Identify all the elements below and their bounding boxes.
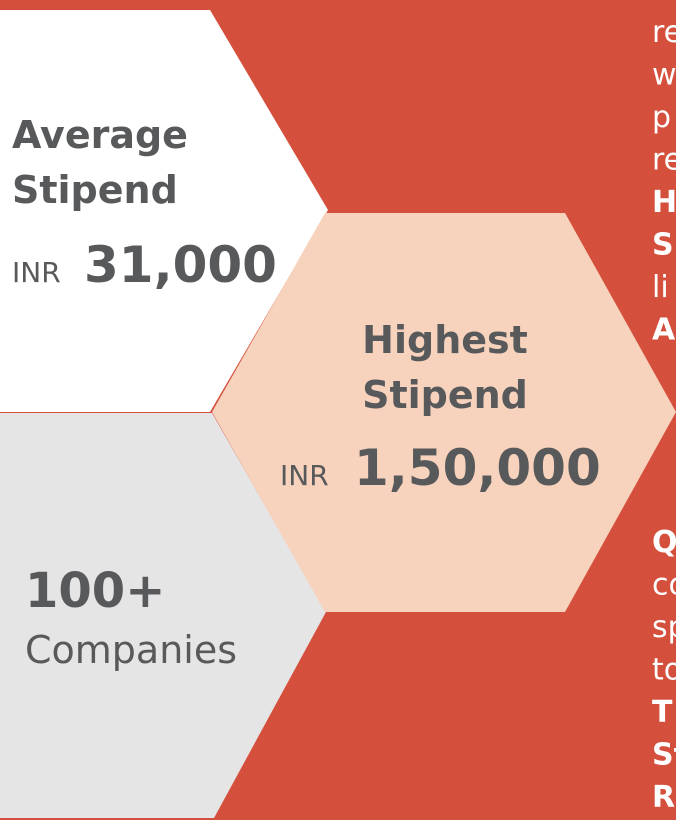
highest-title: Stipend	[362, 373, 528, 417]
companies-hexagon	[0, 413, 326, 818]
companies-label: Companies	[25, 628, 237, 672]
highest-amount: 1,50,000	[354, 439, 601, 497]
side-text-fragment: co	[652, 568, 676, 603]
highest-currency: INR	[280, 459, 329, 492]
average-title: Average	[12, 113, 188, 157]
companies-count: 100+	[25, 563, 165, 619]
average-hexagon	[0, 10, 328, 412]
average-title: Stipend	[12, 168, 178, 212]
highest-title: Highest	[362, 318, 528, 362]
side-text-fragment: R	[652, 780, 675, 815]
side-text-fragment: re	[652, 143, 676, 178]
side-text-fragment: T	[652, 695, 673, 730]
highest-hexagon	[212, 213, 676, 612]
average-currency: INR	[12, 256, 61, 289]
side-text-fragment: H	[652, 185, 676, 220]
side-text-fragment: to	[652, 653, 676, 688]
average-amount: 31,000	[84, 236, 277, 294]
side-text-fragment: A	[652, 313, 676, 348]
side-text-fragment: S	[652, 228, 674, 263]
side-text-fragment: re	[652, 15, 676, 50]
side-text-fragment: p	[652, 100, 671, 135]
side-text-fragment: sp	[652, 610, 676, 645]
side-text-fragment: li	[652, 270, 669, 305]
side-text-fragment: w	[652, 58, 676, 93]
side-text-fragment: Q	[652, 525, 676, 560]
side-text-fragment: St	[652, 738, 676, 773]
